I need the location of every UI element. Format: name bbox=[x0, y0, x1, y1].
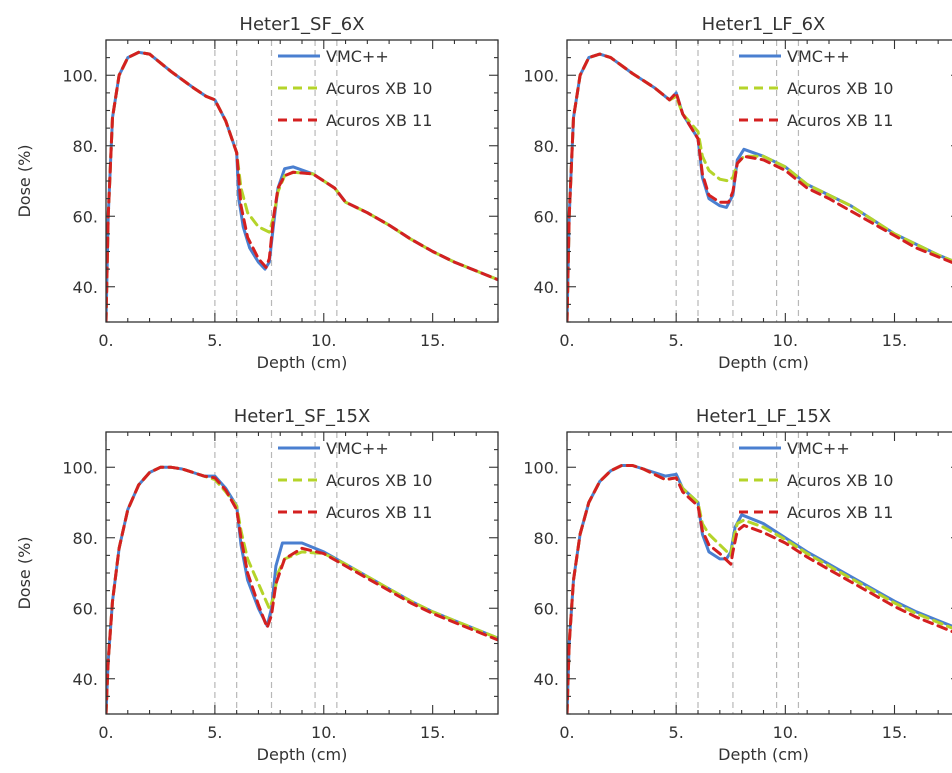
chart-title: Heter1_SF_6X bbox=[239, 14, 364, 35]
x-tick-label: 15. bbox=[420, 723, 445, 742]
series-line-vmc- bbox=[106, 50, 498, 322]
x-tick-label: 5. bbox=[207, 331, 222, 350]
series-group bbox=[106, 465, 498, 714]
legend-entry: Acuros XB 11 bbox=[787, 503, 893, 522]
legend-entry: Acuros XB 11 bbox=[787, 111, 893, 130]
x-axis-label: Depth (cm) bbox=[718, 353, 809, 372]
series-line-vmc- bbox=[567, 52, 952, 322]
x-tick-label: 10. bbox=[773, 331, 798, 350]
y-tick-label: 60. bbox=[73, 599, 98, 618]
x-tick-label: 0. bbox=[98, 723, 113, 742]
y-tick-label: 80. bbox=[534, 137, 559, 156]
chart-panel-2: 0. 5. 10. 15. 40. 60. 80. 100. Heter1_LF_6X Depth… bbox=[523, 14, 952, 372]
y-tick-label: 40. bbox=[73, 278, 98, 297]
series-line-vmc- bbox=[567, 464, 952, 714]
plot-frame bbox=[566, 431, 952, 715]
x-tick-label: 10. bbox=[311, 331, 336, 350]
x-tick-label: 15. bbox=[420, 331, 445, 350]
series-group bbox=[567, 52, 952, 322]
series-group bbox=[567, 464, 952, 714]
legend-entry: VMC++ bbox=[787, 47, 850, 66]
x-tick-label: 15. bbox=[882, 723, 907, 742]
series-line-acuros-xb-11 bbox=[567, 464, 952, 714]
y-tick-label: 100. bbox=[523, 458, 559, 477]
legend-entry: Acuros XB 10 bbox=[326, 471, 432, 490]
x-axis-label: Depth (cm) bbox=[257, 745, 348, 764]
y-tick-label: 80. bbox=[73, 529, 98, 548]
y-tick-label: 40. bbox=[534, 278, 559, 297]
y-axis-label: Dose (%) bbox=[15, 536, 34, 609]
x-tick-label: 10. bbox=[773, 723, 798, 742]
y-tick-label: 80. bbox=[534, 529, 559, 548]
series-group bbox=[106, 50, 498, 322]
series-line-acuros-xb-11 bbox=[106, 50, 498, 322]
plot-frame bbox=[105, 39, 499, 323]
legend-entry: VMC++ bbox=[326, 47, 389, 66]
chart-panel-4: 0. 5. 10. 15. 40. 60. 80. 100. Heter1_LF_15X Dept… bbox=[523, 406, 952, 764]
x-axis-label: Depth (cm) bbox=[718, 745, 809, 764]
y-tick-label: 80. bbox=[73, 137, 98, 156]
chart-title: Heter1_LF_6X bbox=[702, 14, 826, 35]
y-axis-label: Dose (%) bbox=[15, 144, 34, 217]
series-line-vmc- bbox=[106, 465, 498, 714]
legend-entry: Acuros XB 10 bbox=[787, 79, 893, 98]
x-tick-label: 0. bbox=[559, 331, 574, 350]
legend-entry: Acuros XB 10 bbox=[326, 79, 432, 98]
y-tick-label: 40. bbox=[73, 670, 98, 689]
series-line-acuros-xb-10 bbox=[106, 465, 498, 714]
x-tick-label: 0. bbox=[98, 331, 113, 350]
x-tick-label: 15. bbox=[882, 331, 907, 350]
legend-entry: Acuros XB 11 bbox=[326, 111, 432, 130]
y-tick-label: 60. bbox=[73, 207, 98, 226]
y-tick-label: 60. bbox=[534, 207, 559, 226]
y-tick-label: 60. bbox=[534, 599, 559, 618]
legend-entry: Acuros XB 11 bbox=[326, 503, 432, 522]
y-tick-label: 100. bbox=[523, 66, 559, 85]
x-tick-label: 0. bbox=[559, 723, 574, 742]
x-tick-label: 5. bbox=[669, 331, 684, 350]
series-line-acuros-xb-10 bbox=[567, 52, 952, 322]
legend-entry: VMC++ bbox=[787, 439, 850, 458]
x-tick-label: 10. bbox=[311, 723, 336, 742]
chart-panel-3: 0. 5. 10. 15. 40. 60. 80. 100. Heter1_SF_15X Dept… bbox=[15, 406, 499, 764]
legend-entry: Acuros XB 10 bbox=[787, 471, 893, 490]
legend-entry: VMC++ bbox=[326, 439, 389, 458]
y-tick-label: 100. bbox=[62, 66, 98, 85]
series-line-acuros-xb-10 bbox=[106, 50, 498, 322]
series-line-acuros-xb-10 bbox=[567, 464, 952, 714]
chart-title: Heter1_LF_15X bbox=[696, 406, 831, 427]
x-tick-label: 5. bbox=[207, 723, 222, 742]
x-axis-label: Depth (cm) bbox=[257, 353, 348, 372]
plot-frame bbox=[105, 431, 499, 715]
series-line-acuros-xb-11 bbox=[106, 465, 498, 714]
series-line-acuros-xb-11 bbox=[567, 52, 952, 322]
chart-panel-1: 0. 5. 10. 15. 40. 60. 80. 100. Heter1_SF_6X Depth… bbox=[15, 14, 499, 372]
y-tick-label: 40. bbox=[534, 670, 559, 689]
y-tick-label: 100. bbox=[62, 458, 98, 477]
x-tick-label: 5. bbox=[669, 723, 684, 742]
plot-frame bbox=[566, 39, 952, 323]
chart-title: Heter1_SF_15X bbox=[234, 406, 371, 427]
